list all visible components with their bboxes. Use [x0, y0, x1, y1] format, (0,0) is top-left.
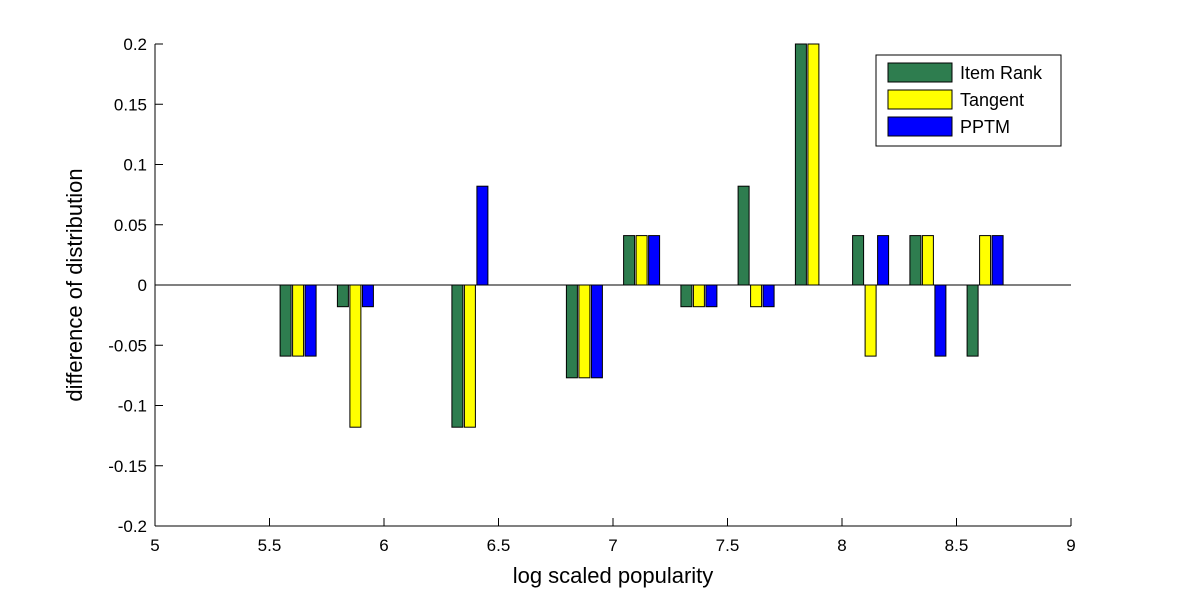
x-tick-label: 6.5	[487, 536, 511, 555]
bar-tangent-10	[979, 235, 992, 286]
bar-pptm-8	[877, 235, 890, 286]
x-tick-label: 5.5	[258, 536, 282, 555]
y-tick-label: -0.1	[118, 397, 147, 416]
axes: 5 5.5 6 6.5 7 7.5 8 8.5 9 0.2 0.15 0.1 0.05 0 -0.05 -0.…	[108, 35, 1075, 555]
x-tick-label: 7.5	[716, 536, 740, 555]
bar-pptm-4	[648, 235, 661, 286]
bar-tangent-9	[921, 235, 934, 286]
x-tick-label: 8.5	[945, 536, 969, 555]
legend-label-pptm: PPTM	[960, 117, 1010, 137]
bar-pptm-0	[304, 284, 317, 357]
bar-pptm-2	[476, 185, 489, 286]
legend-label-item-rank: Item Rank	[960, 63, 1043, 83]
bars	[279, 43, 1004, 428]
legend: Item Rank Tangent PPTM	[875, 54, 1062, 147]
y-tick-label: -0.2	[118, 517, 147, 536]
bar-pptm-9	[934, 284, 947, 357]
bar-tangent-6	[750, 284, 763, 308]
bar-pptm-6	[762, 284, 775, 308]
y-tick-label: 0.15	[114, 95, 147, 114]
bar-tangent-1	[349, 284, 362, 428]
bar-tangent-8	[864, 284, 877, 357]
bar-item-rank-2	[451, 284, 464, 428]
bar-item-rank-7	[794, 43, 807, 286]
y-axis-label: difference of distribution	[62, 168, 87, 401]
bar-item-rank-8	[852, 235, 865, 286]
bar-pptm-3	[590, 284, 603, 379]
y-tick-label: -0.05	[108, 336, 147, 355]
y-tick-label: -0.15	[108, 457, 147, 476]
y-tick-label: 0.2	[123, 35, 147, 54]
bar-pptm-1	[361, 284, 374, 308]
legend-swatch-pptm	[887, 116, 953, 137]
x-tick-label: 8	[837, 536, 846, 555]
bar-pptm-5	[705, 284, 718, 308]
x-tick-label: 6	[379, 536, 388, 555]
bar-item-rank-6	[737, 185, 750, 286]
y-tick-label: 0.05	[114, 216, 147, 235]
legend-label-tangent: Tangent	[960, 90, 1024, 110]
bar-item-rank-10	[966, 284, 979, 357]
bar-tangent-7	[807, 43, 820, 286]
bar-item-rank-3	[565, 284, 578, 379]
bar-tangent-0	[292, 284, 305, 357]
x-axis-label: log scaled popularity	[513, 563, 714, 588]
bar-pptm-10	[991, 235, 1004, 286]
bar-tangent-2	[463, 284, 476, 428]
bar-tangent-5	[692, 284, 705, 308]
legend-swatch-item-rank	[887, 62, 953, 83]
bar-item-rank-0	[279, 284, 292, 357]
legend-swatch-tangent	[887, 89, 953, 110]
bar-item-rank-1	[336, 284, 349, 308]
bar-tangent-4	[635, 235, 648, 286]
bar-item-rank-4	[623, 235, 636, 286]
x-tick-label: 9	[1066, 536, 1075, 555]
bar-tangent-3	[578, 284, 591, 379]
y-tick-label: 0.1	[123, 156, 147, 175]
bar-item-rank-9	[909, 235, 922, 286]
x-tick-label: 7	[608, 536, 617, 555]
x-tick-label: 5	[150, 536, 159, 555]
y-tick-label: 0	[138, 276, 147, 295]
bar-item-rank-5	[680, 284, 693, 308]
